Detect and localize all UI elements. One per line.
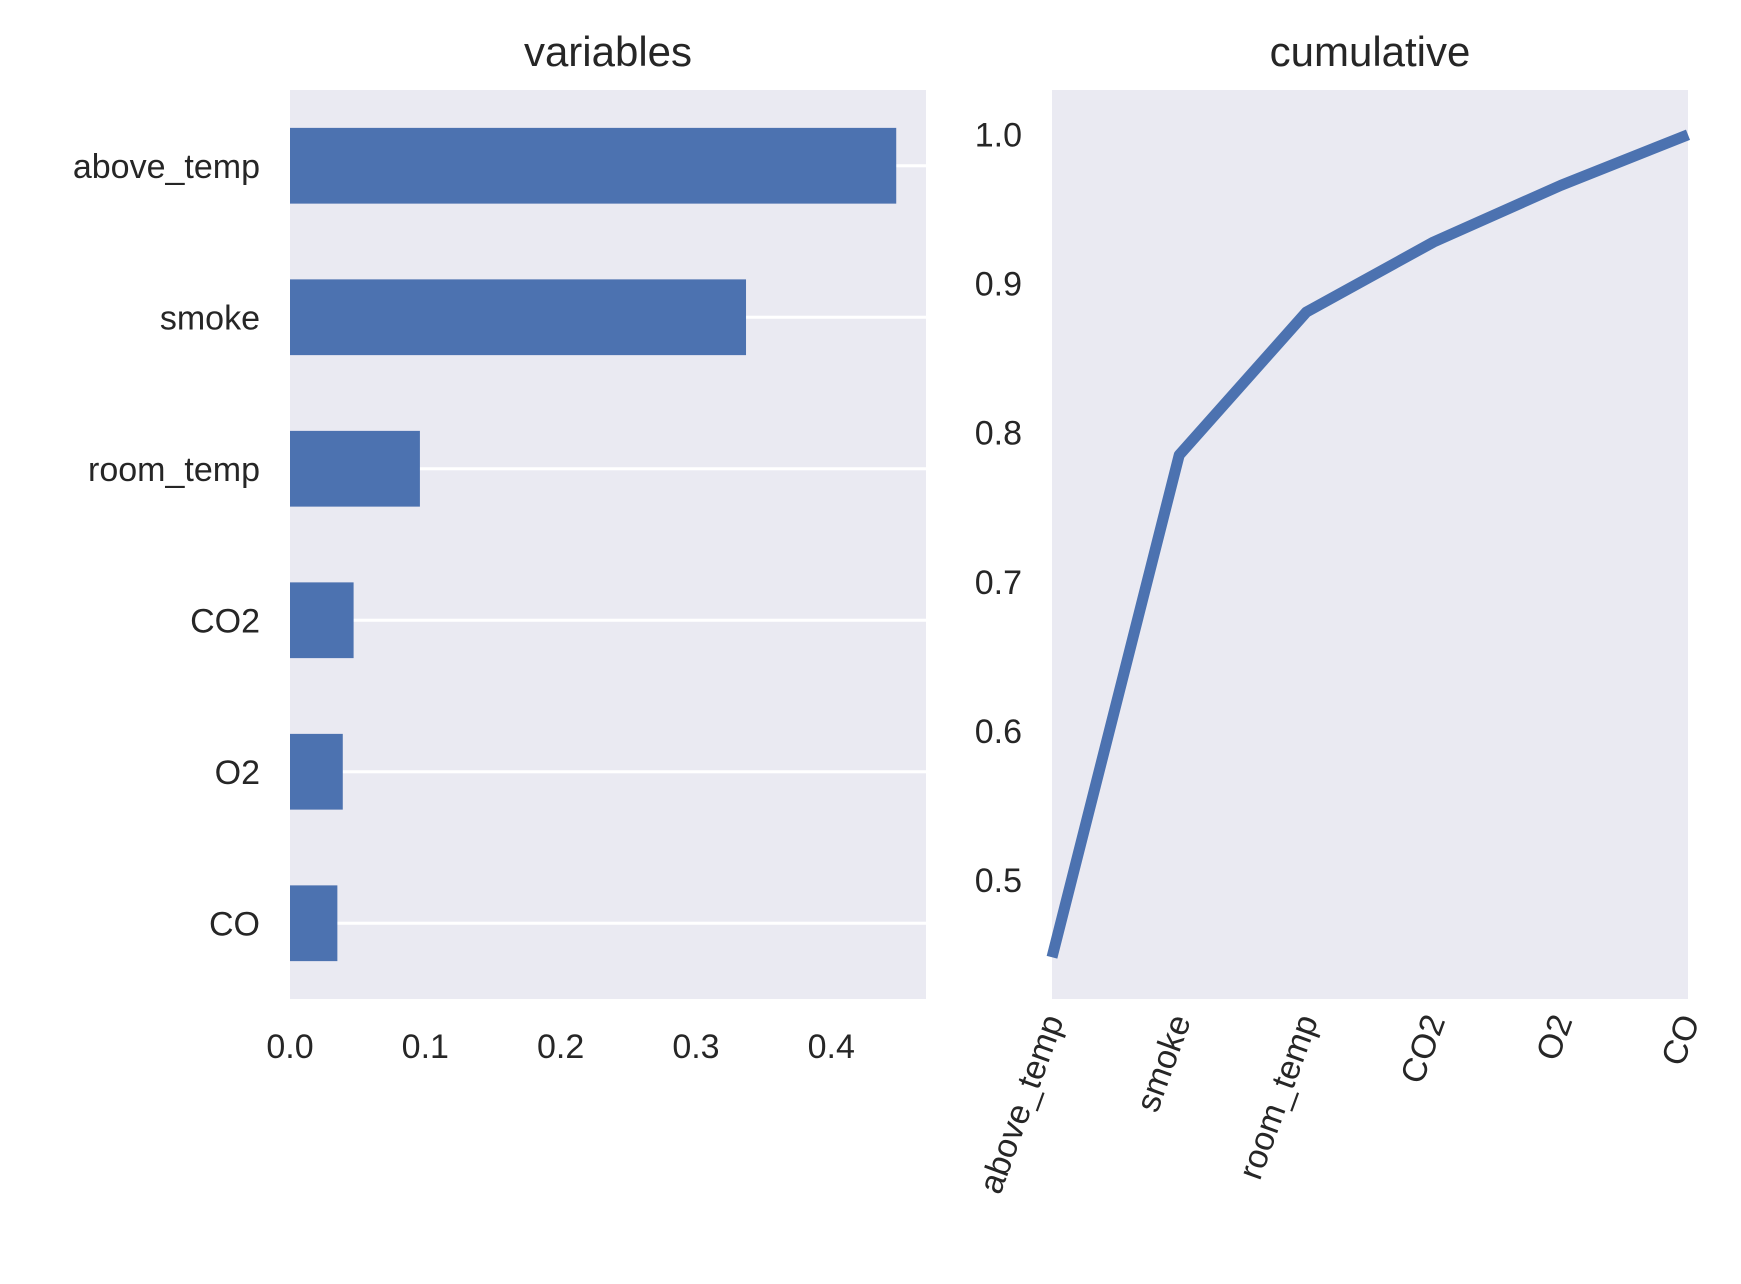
- bar-smoke: [290, 279, 747, 356]
- x-tick-label: smoke: [1129, 1010, 1199, 1117]
- y-tick-label: 0.7: [975, 564, 1022, 602]
- bar-co2: [290, 582, 354, 659]
- x-tick-label: above_temp: [972, 1010, 1072, 1199]
- right-plot-background: [1052, 90, 1688, 999]
- left-plot-background: [290, 90, 926, 999]
- y-tick-label: CO: [209, 905, 260, 943]
- y-tick-label: O2: [215, 754, 260, 792]
- y-tick-label: above_temp: [73, 148, 260, 186]
- x-tick-label: 0.4: [808, 1028, 855, 1066]
- bar-o2: [290, 733, 343, 810]
- y-tick-label: 0.6: [975, 713, 1022, 751]
- y-tick-label: 0.9: [975, 266, 1022, 304]
- y-tick-label: room_temp: [88, 451, 260, 489]
- y-tick-label: smoke: [160, 299, 260, 337]
- x-tick-label: 0.1: [402, 1028, 449, 1066]
- y-tick-label: CO2: [190, 602, 260, 640]
- x-tick-label: CO2: [1393, 1010, 1453, 1089]
- x-tick-label: 0.2: [537, 1028, 584, 1066]
- x-tick-label: O2: [1529, 1010, 1580, 1066]
- bar-co: [290, 885, 338, 962]
- bar-room-temp: [290, 430, 420, 507]
- left-chart-title: variables: [524, 28, 692, 75]
- x-tick-label: 0.0: [266, 1028, 313, 1066]
- y-tick-label: 1.0: [975, 117, 1022, 155]
- x-tick-label: 0.3: [672, 1028, 719, 1066]
- cumulative-series-line: [1046, 129, 1691, 959]
- cumulative-line-chart: cumulative 0.5 0.6 0.7 0.8 0.9 1.0 above_temp…: [972, 28, 1708, 1199]
- x-tick-label: CO: [1654, 1010, 1707, 1071]
- y-tick-label: 0.8: [975, 415, 1022, 453]
- right-chart-title: cumulative: [1270, 28, 1471, 75]
- bar-above-temp: [290, 127, 897, 204]
- x-tick-label: room_temp: [1231, 1010, 1326, 1185]
- y-tick-label: 0.5: [975, 862, 1022, 900]
